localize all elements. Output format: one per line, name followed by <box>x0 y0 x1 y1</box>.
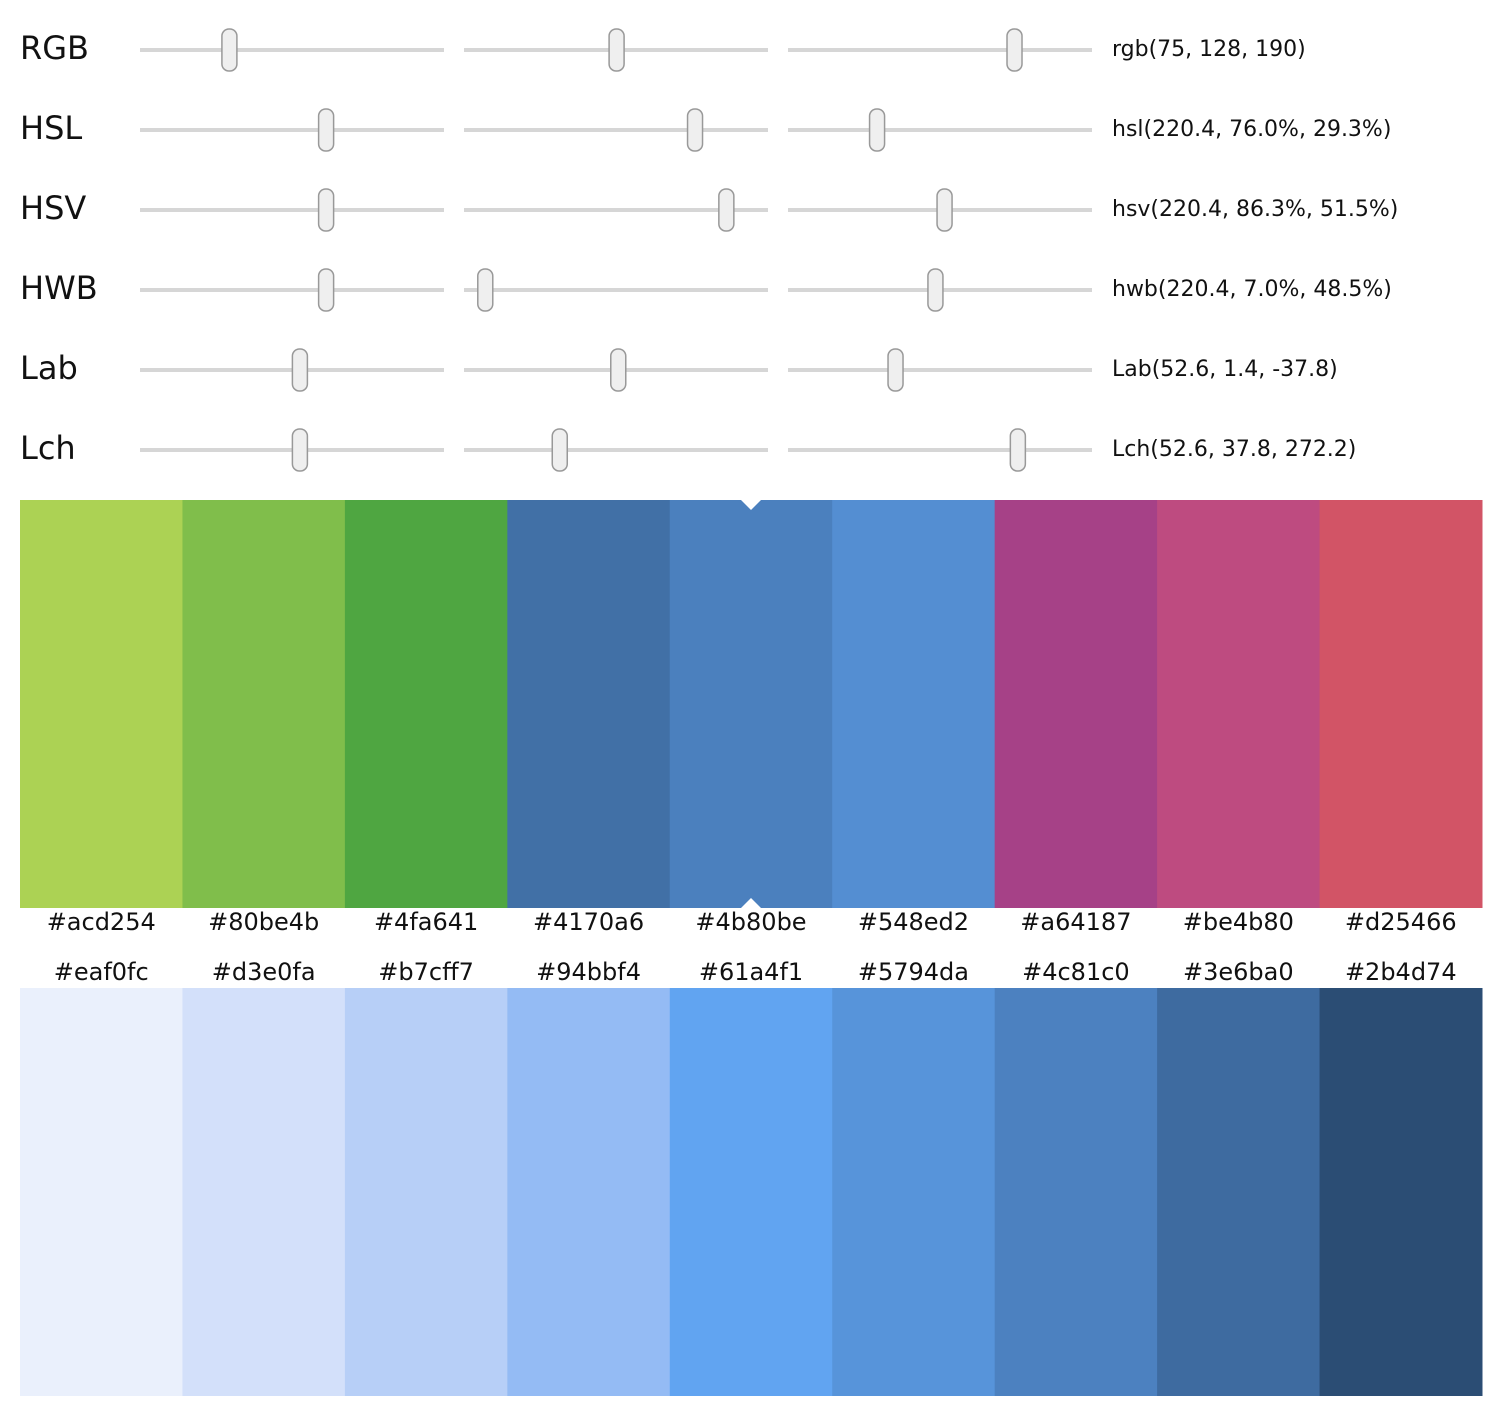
swatch[interactable] <box>1157 500 1321 908</box>
swatch-hex: #4b80be <box>695 908 806 936</box>
row-label: Lch <box>20 429 76 467</box>
swatch-hex: #4170a6 <box>533 908 644 936</box>
swatch[interactable] <box>20 988 183 1396</box>
color-value: Lab(52.6, 1.4, -37.8) <box>1112 357 1338 382</box>
swatch-hex: #a64187 <box>1020 908 1131 936</box>
swatch[interactable] <box>994 988 1158 1396</box>
swatch[interactable] <box>1319 500 1483 908</box>
swatch-hex: #5794da <box>858 958 969 986</box>
swatch[interactable] <box>832 500 996 908</box>
row-label: Lab <box>20 349 78 387</box>
slider-track <box>788 368 1092 372</box>
slider-thumb[interactable] <box>1009 428 1027 472</box>
swatch-hex: #80be4b <box>208 908 319 936</box>
swatch-hex: #4c81c0 <box>1022 958 1130 986</box>
slider-track <box>464 208 768 212</box>
swatch[interactable] <box>1157 988 1321 1396</box>
selection-marker <box>741 898 761 908</box>
swatch[interactable] <box>994 500 1158 908</box>
slider-thumb[interactable] <box>551 428 569 472</box>
swatch-hex: #b7cff7 <box>378 958 474 986</box>
slider-track <box>464 448 768 452</box>
swatch[interactable] <box>344 500 508 908</box>
row-label: RGB <box>20 29 89 67</box>
slider-thumb[interactable] <box>887 348 904 392</box>
slider-thumb[interactable] <box>477 268 494 312</box>
swatch-hex: #4fa641 <box>374 908 478 936</box>
slider-thumb[interactable] <box>221 28 238 72</box>
swatch-hex: #548ed2 <box>858 908 969 936</box>
slider-thumb[interactable] <box>317 188 335 232</box>
slider-thumb[interactable] <box>1006 28 1023 72</box>
slider-thumb[interactable] <box>608 28 625 72</box>
row-label: HWB <box>20 269 98 307</box>
slider-track <box>464 128 768 132</box>
slider-thumb[interactable] <box>686 108 704 152</box>
slider-track <box>140 288 444 292</box>
slider-track <box>140 128 444 132</box>
swatch-hex: #acd254 <box>47 908 156 936</box>
slider-thumb[interactable] <box>936 188 953 232</box>
slider-track <box>788 128 1092 132</box>
slider-thumb[interactable] <box>317 268 335 312</box>
swatch[interactable] <box>507 988 671 1396</box>
swatch[interactable] <box>20 500 183 908</box>
swatch-hex: #3e6ba0 <box>1183 958 1294 986</box>
color-value: hsv(220.4, 86.3%, 51.5%) <box>1112 197 1398 222</box>
slider-thumb[interactable] <box>610 348 627 392</box>
slider-thumb[interactable] <box>291 348 309 392</box>
swatch-hex: #be4b80 <box>1183 908 1294 936</box>
slider-track <box>788 48 1092 52</box>
swatch[interactable] <box>1319 988 1483 1396</box>
swatch-hex: #94bbf4 <box>536 958 641 986</box>
slider-thumb[interactable] <box>718 188 735 232</box>
selection-marker <box>741 500 761 510</box>
slider-thumb[interactable] <box>927 268 944 312</box>
slider-thumb[interactable] <box>868 108 886 152</box>
swatch[interactable] <box>344 988 508 1396</box>
swatch-hex: #2b4d74 <box>1345 958 1457 986</box>
swatch-hex: #eaf0fc <box>54 958 149 986</box>
slider-thumb[interactable] <box>317 108 335 152</box>
swatch[interactable] <box>669 988 833 1396</box>
swatch[interactable] <box>669 500 833 908</box>
slider-thumb[interactable] <box>291 428 309 472</box>
swatch[interactable] <box>182 988 346 1396</box>
slider-track <box>140 208 444 212</box>
slider-track <box>788 448 1092 452</box>
color-value: Lch(52.6, 37.8, 272.2) <box>1112 437 1356 462</box>
row-label: HSL <box>20 109 82 147</box>
swatch-hex: #d25466 <box>1345 908 1457 936</box>
swatch[interactable] <box>182 500 346 908</box>
color-value: hwb(220.4, 7.0%, 48.5%) <box>1112 277 1392 302</box>
swatch-hex: #61a4f1 <box>699 958 803 986</box>
color-value: rgb(75, 128, 190) <box>1112 37 1306 62</box>
swatch-hex: #d3e0fa <box>212 958 316 986</box>
slider-track <box>140 48 444 52</box>
swatch[interactable] <box>832 988 996 1396</box>
slider-track <box>464 288 768 292</box>
row-label: HSV <box>20 189 86 227</box>
color-value: hsl(220.4, 76.0%, 29.3%) <box>1112 117 1391 142</box>
swatch[interactable] <box>507 500 671 908</box>
